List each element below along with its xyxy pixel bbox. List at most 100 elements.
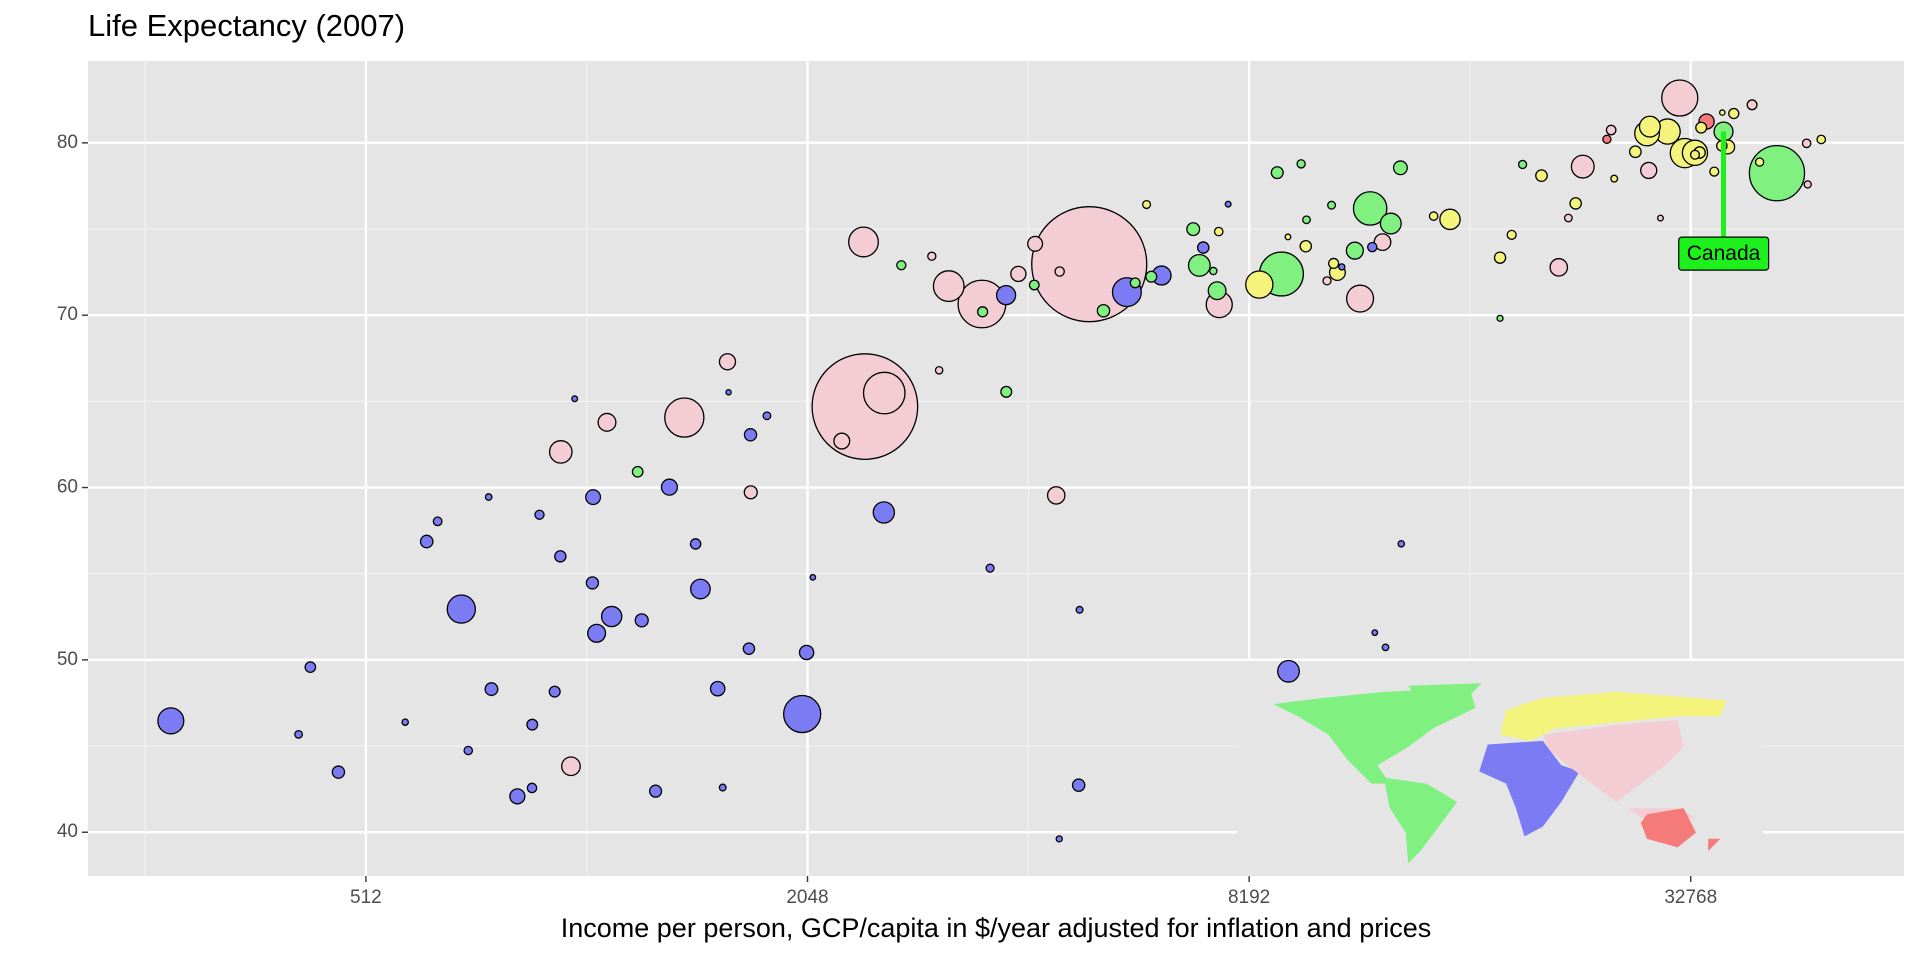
bubble: [548, 440, 573, 464]
bubble: [1322, 276, 1332, 286]
bubble: [1689, 149, 1701, 160]
bubble: [634, 613, 649, 628]
bubble: [718, 353, 737, 371]
bubble: [1296, 159, 1306, 169]
y-tick-label: 70: [57, 304, 78, 325]
bubble: [1746, 99, 1758, 111]
bubble: [1816, 134, 1827, 145]
bubble: [1563, 213, 1573, 223]
bubble: [1373, 233, 1392, 252]
bubble: [571, 395, 579, 403]
bubble: [709, 680, 726, 697]
bubble: [1075, 605, 1084, 614]
bubble: [862, 371, 906, 415]
bubble: [1535, 169, 1548, 183]
x-tick-label: 32768: [1664, 887, 1717, 908]
bubble: [718, 783, 727, 792]
bubble: [660, 478, 679, 496]
bubble: [1366, 241, 1378, 253]
greenland: [1408, 683, 1482, 708]
bubble: [1284, 233, 1292, 241]
bubble: [1328, 257, 1340, 270]
bubble: [689, 578, 711, 600]
bubble: [1145, 270, 1158, 283]
bubble: [331, 765, 346, 779]
bubble: [294, 729, 304, 739]
bubble: [1054, 266, 1065, 277]
y-tick-label: 40: [57, 821, 78, 842]
bubble: [932, 270, 965, 303]
bubble: [1142, 199, 1152, 210]
bubble: [509, 788, 526, 805]
bubble: [1640, 161, 1658, 180]
bubble: [1638, 115, 1661, 138]
australia: [1640, 808, 1696, 848]
north-america: [1273, 688, 1476, 784]
points: [157, 79, 1827, 843]
bubble: [872, 501, 896, 524]
bubble: [934, 365, 944, 375]
bubble: [1754, 157, 1765, 167]
bubble: [419, 534, 434, 549]
bubble: [985, 563, 995, 573]
bubble: [1209, 266, 1218, 276]
chart-title: Life Expectancy (2007): [88, 8, 405, 43]
bubble: [1605, 124, 1617, 136]
bubble: [976, 306, 989, 318]
bubble: [995, 284, 1017, 306]
bubble: [1187, 253, 1211, 277]
africa: [1479, 740, 1580, 837]
bubble: [1196, 241, 1210, 254]
bubble: [526, 782, 538, 794]
bubble: [1071, 778, 1086, 792]
bubble: [742, 642, 756, 655]
bubble: [534, 509, 545, 520]
bubble: [725, 389, 732, 396]
new-zealand: [1708, 838, 1721, 852]
bubble: [1439, 208, 1461, 231]
annotation-box: [1678, 236, 1770, 271]
asia: [1542, 720, 1684, 803]
bubble: [1801, 138, 1812, 149]
bubble: [585, 489, 602, 506]
bubble: [1628, 145, 1642, 159]
bubble: [484, 493, 493, 501]
bubble: [1224, 200, 1232, 208]
bubble: [597, 412, 617, 432]
bubble: [1709, 166, 1720, 177]
bubble: [446, 594, 477, 624]
bubble: [484, 682, 499, 697]
bubble: [1392, 160, 1408, 176]
bubble: [1719, 109, 1726, 116]
bubble: [1602, 134, 1612, 145]
bubble: [1428, 211, 1439, 221]
bubble: [1299, 239, 1313, 253]
bubble: [1695, 121, 1708, 134]
south-america: [1383, 777, 1458, 864]
y-tick-label: 80: [57, 132, 78, 153]
bubble: [1803, 180, 1812, 189]
bubble: [631, 465, 644, 478]
bubble: [432, 516, 443, 527]
bubble: [743, 428, 758, 442]
bubble: [1506, 229, 1517, 240]
x-tick-label: 512: [350, 887, 382, 908]
bubble: [1302, 215, 1311, 225]
bubble: [1055, 835, 1063, 843]
bubble: [927, 251, 937, 261]
bubble: [896, 260, 907, 271]
bubble: [1186, 222, 1201, 237]
bubble: [1397, 540, 1406, 548]
bubble: [554, 550, 567, 563]
bubble: [561, 756, 581, 777]
bubble: [1213, 226, 1224, 237]
bubble: [526, 718, 539, 731]
europe: [1500, 691, 1727, 741]
bubble: [1569, 197, 1582, 210]
annotation-label: Canada: [1687, 242, 1761, 265]
bubble: [1493, 251, 1507, 264]
bubble: [1327, 200, 1337, 210]
bubble: [1027, 235, 1044, 252]
y-tick-label: 50: [57, 649, 78, 670]
